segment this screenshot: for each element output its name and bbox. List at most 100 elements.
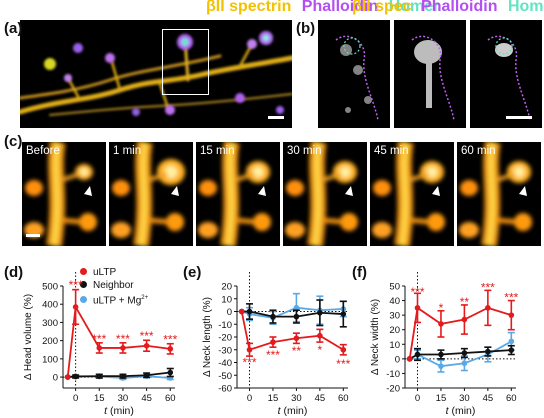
x-tick-label: 45 bbox=[483, 393, 494, 404]
series-line bbox=[66, 304, 171, 378]
y-tick-label: 50 bbox=[389, 282, 400, 293]
x-tick-label: 0 bbox=[415, 393, 420, 404]
significance-mark: *** bbox=[92, 332, 106, 346]
data-point bbox=[508, 347, 515, 353]
arrowhead-icon bbox=[171, 186, 179, 196]
series-line bbox=[409, 340, 512, 368]
significance-mark: * bbox=[318, 343, 323, 357]
arrowhead-icon bbox=[84, 186, 92, 196]
data-point bbox=[270, 313, 276, 320]
data-point bbox=[143, 342, 150, 349]
y-tick-label: 0 bbox=[227, 307, 232, 318]
significance-mark: *** bbox=[410, 285, 424, 299]
data-point bbox=[238, 308, 245, 315]
y-tick-label: 10 bbox=[221, 294, 232, 305]
data-point bbox=[293, 304, 300, 311]
data-point bbox=[508, 312, 515, 318]
data-point bbox=[340, 346, 347, 353]
data-point bbox=[120, 375, 126, 381]
data-point bbox=[317, 307, 323, 314]
y-tick-label: 0 bbox=[53, 373, 58, 384]
legend-neighbor: Neighbor bbox=[80, 280, 148, 293]
data-point bbox=[96, 345, 103, 351]
significance-mark: * bbox=[439, 301, 444, 315]
y-axis-label: Δ Head volume (%) bbox=[23, 294, 34, 380]
scale-bar-b bbox=[506, 116, 532, 119]
timepoint-label: 1 min bbox=[113, 145, 142, 157]
title-bspec: βII spec bbox=[352, 0, 412, 15]
y-tick-label: 0 bbox=[395, 354, 400, 365]
y-tick-label: 40 bbox=[389, 296, 400, 307]
data-point bbox=[246, 311, 253, 317]
timelapse-frame: 30 min bbox=[283, 142, 367, 246]
x-tick-label: 30 bbox=[459, 393, 470, 404]
y-tick-label: 30 bbox=[389, 311, 400, 322]
significance-mark: *** bbox=[163, 333, 177, 347]
legend-ultp-swatch bbox=[80, 268, 87, 275]
data-point bbox=[317, 309, 323, 316]
y-tick-label: 400 bbox=[42, 300, 58, 311]
significance-mark: *** bbox=[504, 291, 518, 305]
x-tick-label: 45 bbox=[315, 393, 326, 404]
significance-mark: ** bbox=[460, 295, 470, 309]
y-tick-label: 300 bbox=[42, 318, 58, 329]
data-point bbox=[96, 373, 103, 379]
legend-neighbor-label: Neighbor bbox=[93, 279, 134, 291]
series-line bbox=[67, 375, 171, 379]
x-tick-label: 60 bbox=[165, 393, 176, 404]
y-tick-label: 100 bbox=[42, 354, 58, 365]
data-point bbox=[438, 321, 444, 327]
data-point bbox=[120, 345, 126, 351]
x-tick-label: 15 bbox=[436, 393, 447, 404]
y-axis-label: Δ Neck length (%) bbox=[202, 297, 213, 377]
panel-label: (d) bbox=[4, 264, 23, 281]
data-point bbox=[406, 356, 413, 362]
arrowhead-icon bbox=[258, 186, 266, 196]
data-point bbox=[64, 374, 71, 380]
panel-a-label: (a) bbox=[4, 20, 23, 37]
y-tick-label: -10 bbox=[386, 369, 400, 380]
panel-label: (e) bbox=[183, 264, 201, 281]
timepoint-label: 15 min bbox=[200, 145, 235, 157]
data-point bbox=[414, 351, 421, 358]
data-point bbox=[238, 308, 245, 315]
timepoint-label: Before bbox=[26, 145, 60, 157]
data-point bbox=[246, 308, 253, 315]
series-line bbox=[241, 310, 344, 318]
data-point bbox=[317, 332, 323, 339]
data-point bbox=[485, 348, 491, 355]
data-point bbox=[438, 363, 444, 369]
data-point bbox=[406, 356, 413, 362]
significance-mark: *** bbox=[266, 348, 280, 362]
data-point bbox=[461, 360, 468, 367]
data-point bbox=[438, 351, 444, 358]
significance-mark: *** bbox=[481, 280, 495, 294]
x-tick-label: 15 bbox=[94, 393, 105, 404]
arrowhead-icon bbox=[345, 186, 353, 196]
scale-bar-a bbox=[268, 116, 284, 119]
legend: uLTP Neighbor uLTP + Mg2+ bbox=[80, 267, 148, 308]
legend-mg-label: uLTP + Mg bbox=[93, 295, 142, 307]
panel-label: (f) bbox=[352, 264, 367, 281]
legend-ultp-label: uLTP bbox=[93, 267, 117, 278]
scale-bar-c bbox=[26, 234, 40, 237]
timelapse-frame: 15 min bbox=[196, 142, 280, 246]
y-tick-label: -50 bbox=[218, 371, 232, 382]
data-point bbox=[72, 304, 79, 310]
title-homer-b: Homer bbox=[507, 0, 544, 15]
timelapse-frame: 45 min bbox=[370, 142, 454, 246]
data-point bbox=[461, 350, 468, 356]
legend-mg-swatch bbox=[80, 296, 87, 304]
series-line bbox=[241, 306, 344, 319]
data-point bbox=[238, 308, 245, 315]
data-point bbox=[64, 374, 71, 380]
significance-mark: *** bbox=[242, 356, 256, 370]
y-tick-label: 10 bbox=[389, 340, 400, 351]
data-point bbox=[246, 346, 253, 353]
arrowhead-icon bbox=[519, 186, 527, 196]
data-point bbox=[414, 305, 421, 311]
data-point bbox=[340, 311, 347, 317]
timelapse-frame: 1 min bbox=[109, 142, 193, 246]
y-tick-label: -60 bbox=[218, 384, 232, 395]
panel-b-label: (b) bbox=[296, 20, 316, 37]
